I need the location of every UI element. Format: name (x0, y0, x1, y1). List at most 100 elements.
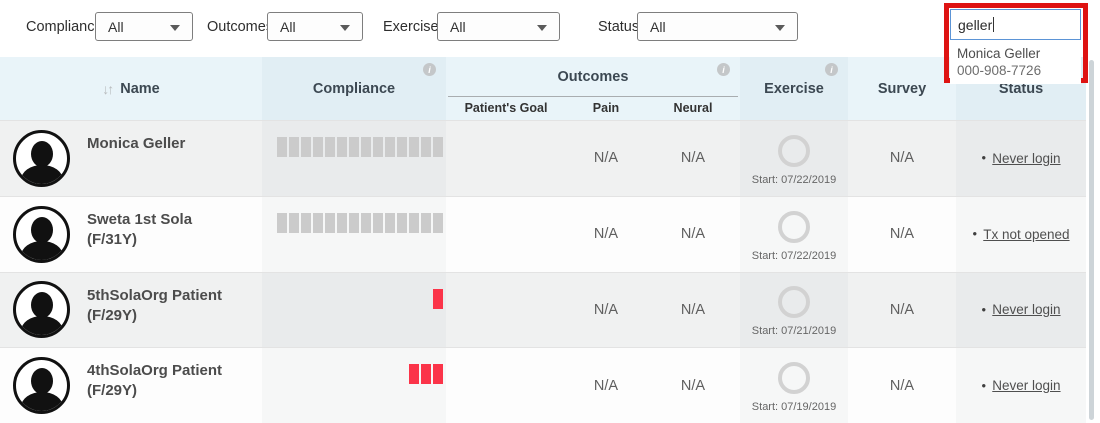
chevron-down-icon (775, 25, 785, 31)
exercise-cell: Start: 07/22/2019 (740, 196, 848, 272)
compliance-bar (385, 212, 395, 233)
search-suggestion-item[interactable]: Monica Geller 000-908-7726 (950, 41, 1081, 84)
compliance-bar (289, 137, 299, 157)
compliance-filter-value: All (108, 18, 124, 35)
patients-goal-value (446, 121, 566, 196)
exercise-progress-ring (778, 210, 810, 243)
outcomes-header-label: Outcomes (557, 68, 629, 85)
exercise-start-date: Start: 07/22/2019 (751, 249, 837, 262)
status-link[interactable]: Never login (992, 150, 1061, 166)
neural-value: N/A (680, 226, 706, 243)
outcomes-cell: N/A N/A (446, 121, 740, 196)
sort-icon[interactable]: ↓↑ (102, 80, 114, 97)
exercise-filter-select[interactable]: All (437, 12, 560, 41)
compliance-bar (409, 364, 419, 385)
outcomes-cell: N/A N/A (446, 196, 740, 272)
exercise-progress-ring (778, 362, 810, 395)
compliance-bar (421, 137, 431, 157)
compliance-cell (262, 121, 446, 196)
status-header-label: Status (998, 80, 1044, 97)
patient-row: Sweta 1st Sola (F/31Y) N/A N/A Start: 07/… (0, 195, 1086, 272)
status-filter-select[interactable]: All (637, 12, 798, 41)
patients-goal-value (446, 348, 566, 423)
compliance-bar (385, 137, 395, 157)
compliance-bar (289, 212, 299, 233)
column-header-outcomes: Outcomes i Patient's Goal Pain Neural (446, 57, 740, 120)
survey-value: N/A (889, 150, 915, 167)
exercise-filter-label: Exercise (383, 19, 439, 35)
status-dot-icon (981, 149, 992, 167)
vertical-scrollbar[interactable] (1089, 60, 1094, 420)
compliance-bar (325, 137, 335, 157)
search-input[interactable]: geller (950, 9, 1081, 40)
compliance-bar (301, 137, 311, 157)
compliance-bar (361, 212, 371, 233)
compliance-bar (337, 212, 347, 233)
exercise-cell: Start: 07/19/2019 (740, 348, 848, 423)
exercise-filter-value: All (450, 18, 466, 35)
survey-cell: N/A (848, 348, 956, 423)
search-input-value: geller (958, 16, 993, 33)
compliance-bar (433, 137, 443, 157)
compliance-bars (262, 121, 446, 157)
column-header-survey: Survey (848, 57, 956, 120)
survey-cell: N/A (848, 272, 956, 348)
status-filter-label: Status (598, 19, 640, 35)
chevron-down-icon (340, 25, 350, 31)
compliance-bar (301, 212, 311, 233)
patients-goal-value (446, 273, 566, 348)
pain-value: N/A (593, 301, 619, 318)
survey-value: N/A (889, 301, 915, 318)
survey-cell: N/A (848, 196, 956, 272)
compliance-cell (262, 272, 446, 348)
status-cell: Never login (956, 348, 1086, 423)
exercise-cell: Start: 07/22/2019 (740, 121, 848, 196)
compliance-bar (325, 212, 335, 233)
subheader-patients-goal: Patient's Goal (464, 101, 548, 115)
neural-value: N/A (680, 150, 706, 167)
compliance-filter-select[interactable]: All (95, 12, 193, 41)
compliance-bars (262, 348, 446, 385)
status-link[interactable]: Never login (992, 302, 1061, 318)
compliance-bar (373, 212, 383, 233)
patient-name-cell[interactable]: Sweta 1st Sola (F/31Y) (0, 196, 262, 272)
patient-row: 4thSolaOrg Patient (F/29Y) N/A N/A Start:… (0, 347, 1086, 423)
chevron-down-icon (537, 25, 547, 31)
info-icon[interactable]: i (825, 63, 838, 76)
subheader-pain: Pain (592, 101, 620, 115)
compliance-bar (313, 137, 323, 157)
compliance-bar (349, 212, 359, 233)
status-dot-icon (981, 301, 992, 319)
compliance-bar (397, 137, 407, 157)
outcomes-filter-select[interactable]: All (267, 12, 363, 41)
info-icon[interactable]: i (423, 63, 436, 76)
status-link[interactable]: Tx not opened (983, 226, 1070, 242)
status-link[interactable]: Never login (992, 378, 1061, 394)
patient-name: Monica Geller (87, 135, 186, 152)
column-header-exercise: Exercise i (740, 57, 848, 120)
survey-cell: N/A (848, 121, 956, 196)
neural-value: N/A (680, 301, 706, 318)
patient-name-cell[interactable]: Monica Geller (0, 121, 262, 196)
patient-row: 5thSolaOrg Patient (F/29Y) N/A N/A Start:… (0, 271, 1086, 348)
patient-name-cell[interactable]: 5thSolaOrg Patient (F/29Y) (0, 272, 262, 348)
patient-row: Monica Geller N/A N/A Start: 07/22/2019 … (0, 120, 1086, 196)
compliance-bar (397, 212, 407, 233)
patient-name: Sweta 1st Sola (F/31Y) (87, 210, 193, 248)
compliance-bar (433, 364, 443, 385)
avatar (13, 357, 70, 415)
exercise-header-label: Exercise (764, 80, 824, 97)
outcomes-filter-label: Outcomes (207, 19, 274, 35)
suggestion-phone: 000-908-7726 (957, 63, 1042, 78)
patient-name-cell[interactable]: 4thSolaOrg Patient (F/29Y) (0, 348, 262, 423)
survey-value: N/A (889, 377, 915, 394)
info-icon[interactable]: i (717, 63, 730, 76)
compliance-bar (421, 364, 431, 385)
avatar (13, 205, 70, 263)
compliance-bar (277, 212, 287, 233)
status-filter-value: All (650, 18, 666, 35)
patients-goal-value (446, 197, 566, 272)
suggestion-name: Monica Geller (957, 46, 1041, 61)
survey-value: N/A (889, 226, 915, 243)
compliance-bar (361, 137, 371, 157)
